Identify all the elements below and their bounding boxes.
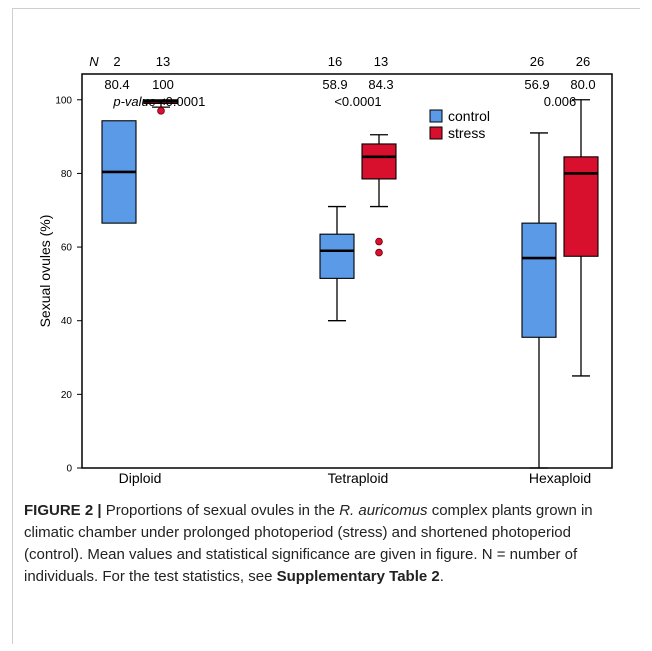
y-tick-label: 0 bbox=[66, 464, 72, 475]
outlier-point bbox=[375, 237, 383, 246]
legend-label-control: control bbox=[448, 108, 490, 124]
mean-control-value: 58.9 bbox=[322, 77, 347, 92]
n-label: N bbox=[89, 54, 99, 69]
boxplot-chart: 0 20 40 60 80 100 Diploid Tetraploid Hexaploid N… bbox=[37, 54, 613, 486]
mean-stress-value: 80.0 bbox=[570, 77, 595, 92]
mean-control-value: 80.4 bbox=[104, 77, 129, 92]
x-category-label: Tetraploid bbox=[328, 470, 389, 486]
caption-species: R. auricomus bbox=[339, 502, 428, 519]
y-tick-label: 20 bbox=[61, 390, 73, 401]
pvalue-value: 0.006 bbox=[544, 94, 577, 109]
box-body bbox=[521, 222, 557, 338]
box-body bbox=[563, 156, 599, 257]
legend-swatch-stress bbox=[429, 126, 443, 140]
n-stress-value: 13 bbox=[156, 54, 170, 69]
y-tick-label: 60 bbox=[61, 243, 73, 254]
x-category-label: Diploid bbox=[119, 470, 162, 486]
box-control-tetraploid bbox=[319, 205, 355, 322]
box-stress-diploid bbox=[143, 99, 179, 115]
pvalue-value: <0.0001 bbox=[334, 94, 381, 109]
y-axis-label: Sexual ovules (%) bbox=[37, 215, 53, 328]
outlier-point bbox=[157, 107, 165, 115]
figure-caption: FIGURE 2 | Proportions of sexual ovules … bbox=[24, 500, 624, 588]
box-layer bbox=[101, 99, 599, 469]
y-axis: 0 20 40 60 80 100 Diploid Tetraploid Hexaploid bbox=[55, 95, 591, 486]
caption-end: . bbox=[439, 568, 444, 585]
box-body bbox=[319, 233, 355, 279]
n-control-value: 26 bbox=[530, 54, 544, 69]
legend-label-stress: stress bbox=[448, 125, 485, 141]
y-tick-label: 100 bbox=[55, 95, 72, 106]
n-stress-value: 26 bbox=[576, 54, 590, 69]
x-category-label: Hexaploid bbox=[529, 470, 591, 486]
caption-figure-label: FIGURE 2 | bbox=[24, 502, 102, 519]
pvalue-label: p-value bbox=[112, 94, 156, 109]
pvalue-value: <0.0001 bbox=[158, 94, 205, 109]
box-control-diploid bbox=[101, 120, 137, 224]
outlier-point bbox=[375, 248, 383, 257]
plot-frame bbox=[81, 73, 613, 469]
left-border bbox=[12, 8, 13, 644]
box-control-hexaploid bbox=[521, 132, 557, 469]
y-tick-label: 80 bbox=[61, 169, 73, 180]
top-border bbox=[12, 8, 640, 9]
n-control-value: 16 bbox=[328, 54, 342, 69]
n-stress-value: 13 bbox=[374, 54, 388, 69]
box-stress-hexaploid bbox=[563, 99, 599, 377]
box-stress-tetraploid bbox=[361, 134, 397, 257]
caption-text-2: complex plants grown in climatic chamber… bbox=[24, 502, 593, 585]
mean-stress-value: 100 bbox=[152, 77, 174, 92]
mean-control-value: 56.9 bbox=[524, 77, 549, 92]
caption-text-1: Proportions of sexual ovules in the bbox=[101, 502, 340, 519]
caption-reference: Supplementary Table 2 bbox=[276, 568, 440, 585]
box-body bbox=[361, 143, 397, 180]
mean-stress-value: 84.3 bbox=[368, 77, 393, 92]
n-control-value: 2 bbox=[113, 54, 120, 69]
legend-swatch-control bbox=[429, 109, 443, 123]
y-tick-label: 40 bbox=[61, 316, 73, 327]
